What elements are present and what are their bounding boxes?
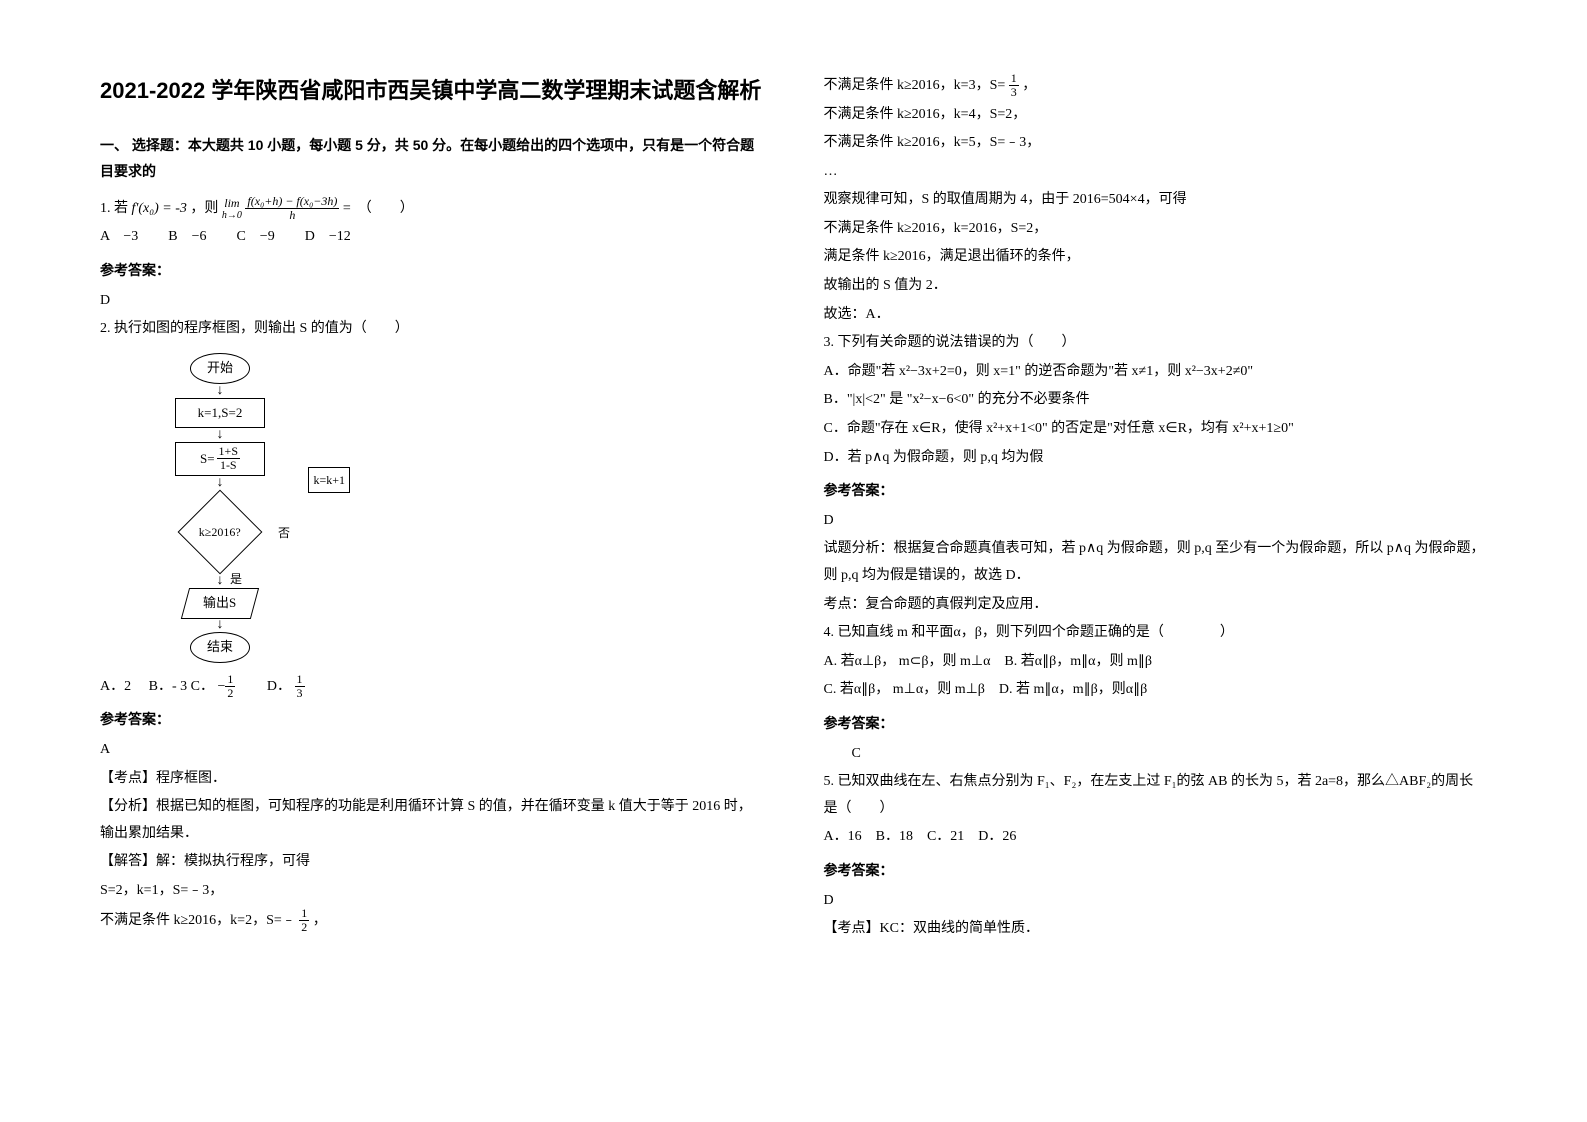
q2-explain-last: 不满足条件 k≥2016，k=2，S=﹣ 12 ， — [100, 907, 764, 935]
arrow-icon: ↓ — [120, 574, 320, 588]
q2-answer: A — [100, 737, 764, 764]
q3-optB: B．"|x|<2" 是 "x²−x−6<0" 的充分不必要条件 — [824, 387, 1488, 414]
q5-answer: D — [824, 888, 1488, 915]
col2-line: 满足条件 k≥2016，满足退出循环的条件， — [824, 244, 1488, 271]
col2-line: 故输出的 S 值为 2． — [824, 273, 1488, 300]
q3-stem: 3. 下列有关命题的说法错误的为（ ） — [824, 330, 1488, 357]
col2-line: … — [824, 159, 1488, 186]
q3-answer-label: 参考答案： — [824, 477, 1488, 504]
col2-line: 不满足条件 k≥2016，k=2016，S=2， — [824, 216, 1488, 243]
col2-line: 不满足条件 k≥2016，k=3，S= 13 ， — [824, 72, 1488, 100]
q1-options: A −3 B −6 C −9 D −12 — [100, 224, 764, 251]
q2-explain: 【分析】根据已知的框图，可知程序的功能是利用循环计算 S 的值，并在循环变量 k… — [100, 794, 764, 847]
q3-explain: 考点：复合命题的真假判定及应用． — [824, 592, 1488, 619]
q4-answer-label: 参考答案： — [824, 710, 1488, 737]
q4-stem: 4. 已知直线 m 和平面α，β，则下列四个命题正确的是（ ） — [824, 620, 1488, 647]
arrow-icon: ↓ — [120, 384, 320, 398]
q4-optAB: A. 若α⊥β， m⊂β，则 m⊥α B. 若α∥β，m∥α，则 m∥β — [824, 649, 1488, 676]
q4-answer: C — [824, 741, 1488, 768]
col2-line: 不满足条件 k≥2016，k=4，S=2， — [824, 102, 1488, 129]
q1-answer-label: 参考答案： — [100, 257, 764, 284]
q5-explain: 【考点】KC：双曲线的简单性质． — [824, 916, 1488, 943]
flow-init: k=1,S=2 — [175, 398, 265, 429]
flow-cond: k≥2016? — [178, 489, 263, 574]
page-title: 2021-2022 学年陕西省咸阳市西吴镇中学高二数学理期末试题含解析 — [100, 70, 764, 112]
q4-optCD: C. 若α∥β， m⊥α，则 m⊥β D. 若 m∥α，m∥β，则α∥β — [824, 677, 1488, 704]
q1-stem: 1. 若 f'(x₀) = -3 ，则 lim h→0 f(x₀+h) − f(… — [100, 195, 764, 223]
q5-stem: 5. 已知双曲线在左、右焦点分别为 F₁、F₂，在左支上过 F₁的弦 AB 的长… — [824, 769, 1488, 822]
arrow-icon: ↓ — [120, 618, 320, 632]
section-header: 一、 选择题：本大题共 10 小题，每小题 5 分，共 50 分。在每小题给出的… — [100, 132, 764, 185]
flowchart: 开始 ↓ k=1,S=2 ↓ S= 1+S 1-S ↓ k≥2016? 否 k=… — [120, 353, 320, 663]
flow-output: 输出S — [181, 588, 259, 619]
q5-opts: A．16 B．18 C．21 D．26 — [824, 824, 1488, 851]
arrow-icon: ↓ — [120, 476, 320, 490]
flow-end: 结束 — [190, 632, 250, 663]
flow-yes-label: 是 — [230, 568, 242, 591]
q3-optC: C．命题"存在 x∈R，使得 x²+x+1<0" 的否定是"对任意 x∈R，均有… — [824, 416, 1488, 443]
q2-explain: 【解答】解：模拟执行程序，可得 — [100, 849, 764, 876]
q2-answer-label: 参考答案： — [100, 706, 764, 733]
flow-no-label: 否 — [278, 522, 290, 545]
flow-start: 开始 — [190, 353, 250, 384]
col2-line: 故选：A． — [824, 302, 1488, 329]
col2-line: 不满足条件 k≥2016，k=5，S=﹣3， — [824, 130, 1488, 157]
q2-options: A．2 B．- 3 C． −12 D． 13 — [100, 673, 764, 701]
arrow-icon: ↓ — [120, 428, 320, 442]
q1-answer: D — [100, 288, 764, 315]
q5-answer-label: 参考答案： — [824, 857, 1488, 884]
q3-answer: D — [824, 508, 1488, 535]
q2-stem: 2. 执行如图的程序框图，则输出 S 的值为（ ） — [100, 316, 764, 343]
q3-optD: D．若 p∧q 为假命题，则 p,q 均为假 — [824, 445, 1488, 472]
q2-explain: 【考点】程序框图． — [100, 766, 764, 793]
col2-line: 观察规律可知，S 的取值周期为 4，由于 2016=504×4，可得 — [824, 187, 1488, 214]
right-column: 不满足条件 k≥2016，k=3，S= 13 ， 不满足条件 k≥2016，k=… — [824, 70, 1488, 1052]
q3-optA: A．命题"若 x²−3x+2=0，则 x=1" 的逆否命题为"若 x≠1，则 x… — [824, 359, 1488, 386]
q3-explain: 试题分析：根据复合命题真值表可知，若 p∧q 为假命题，则 p,q 至少有一个为… — [824, 536, 1488, 589]
q2-explain: S=2，k=1，S=﹣3， — [100, 878, 764, 905]
flow-inc: k=k+1 — [308, 467, 350, 494]
left-column: 2021-2022 学年陕西省咸阳市西吴镇中学高二数学理期末试题含解析 一、 选… — [100, 70, 764, 1052]
flow-update: S= 1+S 1-S — [175, 442, 265, 475]
